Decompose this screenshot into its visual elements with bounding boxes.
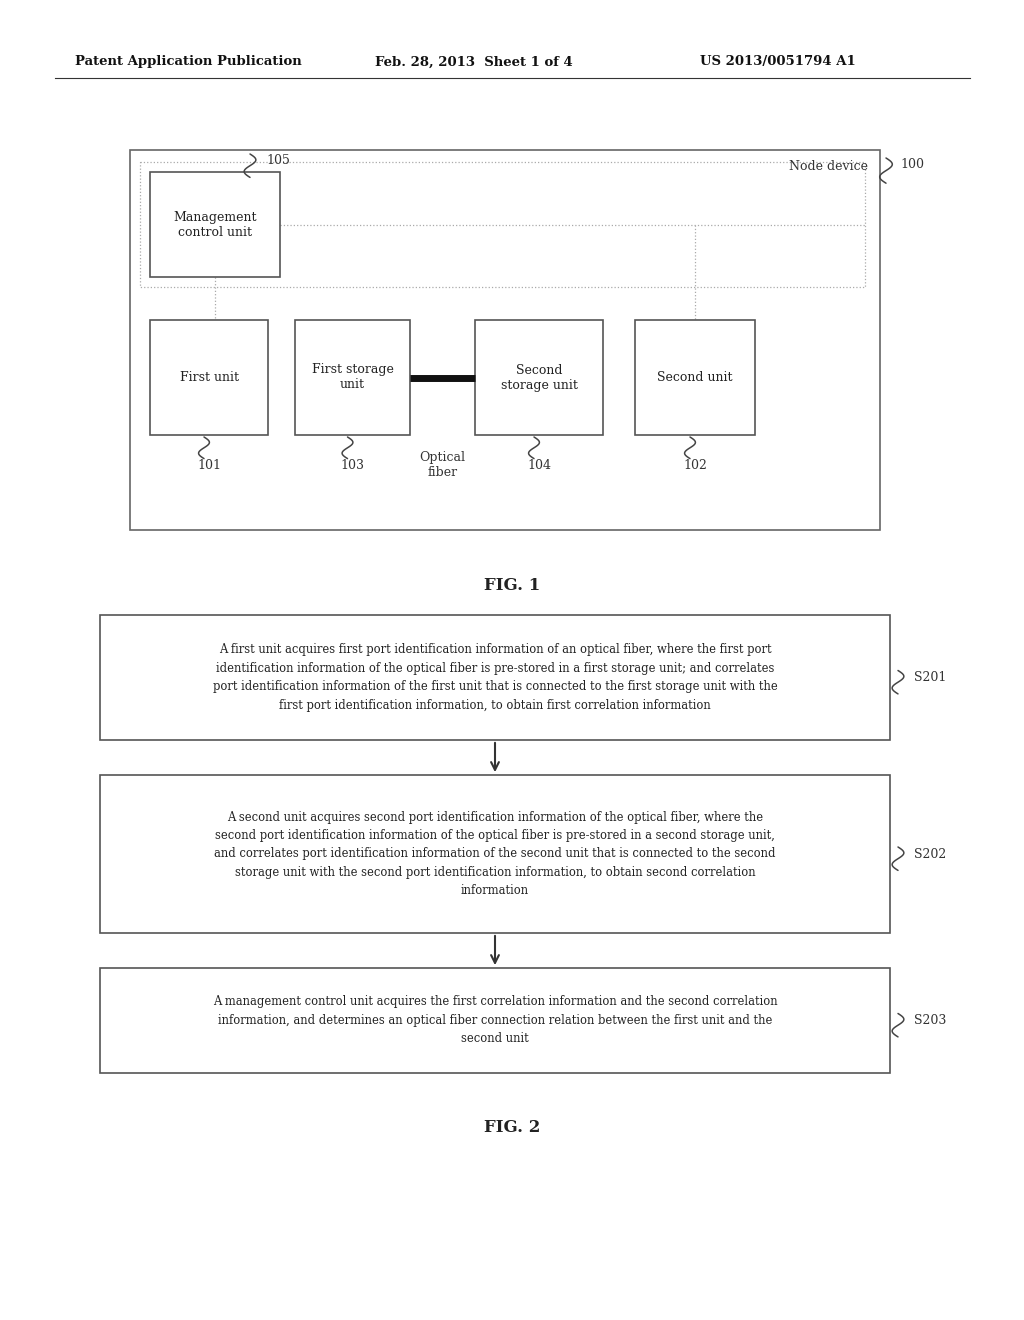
Text: A first unit acquires first port identification information of an optical fiber,: A first unit acquires first port identif… bbox=[213, 643, 777, 711]
Bar bbox=[140, 162, 865, 286]
Text: 104: 104 bbox=[527, 459, 551, 473]
Bar bbox=[635, 319, 755, 436]
Bar bbox=[100, 968, 890, 1073]
Text: First storage
unit: First storage unit bbox=[311, 363, 393, 392]
Bar bbox=[295, 319, 410, 436]
Text: FIG. 2: FIG. 2 bbox=[483, 1119, 541, 1137]
Text: Feb. 28, 2013  Sheet 1 of 4: Feb. 28, 2013 Sheet 1 of 4 bbox=[375, 55, 572, 69]
Text: S203: S203 bbox=[914, 1014, 946, 1027]
Text: A management control unit acquires the first correlation information and the sec: A management control unit acquires the f… bbox=[213, 995, 777, 1045]
Text: Second
storage unit: Second storage unit bbox=[501, 363, 578, 392]
Text: 105: 105 bbox=[266, 154, 290, 168]
Text: FIG. 1: FIG. 1 bbox=[484, 577, 540, 594]
Text: Node device: Node device bbox=[790, 160, 868, 173]
Text: Optical
fiber: Optical fiber bbox=[420, 451, 466, 479]
Text: Management
control unit: Management control unit bbox=[173, 210, 257, 239]
Bar bbox=[475, 319, 603, 436]
Text: Second unit: Second unit bbox=[657, 371, 733, 384]
Text: A second unit acquires second port identification information of the optical fib: A second unit acquires second port ident… bbox=[214, 810, 776, 898]
Bar bbox=[130, 150, 880, 531]
Text: S201: S201 bbox=[914, 671, 946, 684]
Text: 103: 103 bbox=[341, 459, 365, 473]
Text: US 2013/0051794 A1: US 2013/0051794 A1 bbox=[700, 55, 856, 69]
Text: First unit: First unit bbox=[179, 371, 239, 384]
Text: S202: S202 bbox=[914, 847, 946, 861]
Bar bbox=[150, 319, 268, 436]
Text: 100: 100 bbox=[900, 157, 924, 170]
Text: Patent Application Publication: Patent Application Publication bbox=[75, 55, 302, 69]
Text: 101: 101 bbox=[197, 459, 221, 473]
Bar bbox=[100, 775, 890, 933]
Bar bbox=[100, 615, 890, 741]
Bar bbox=[150, 172, 280, 277]
Text: 102: 102 bbox=[683, 459, 707, 473]
